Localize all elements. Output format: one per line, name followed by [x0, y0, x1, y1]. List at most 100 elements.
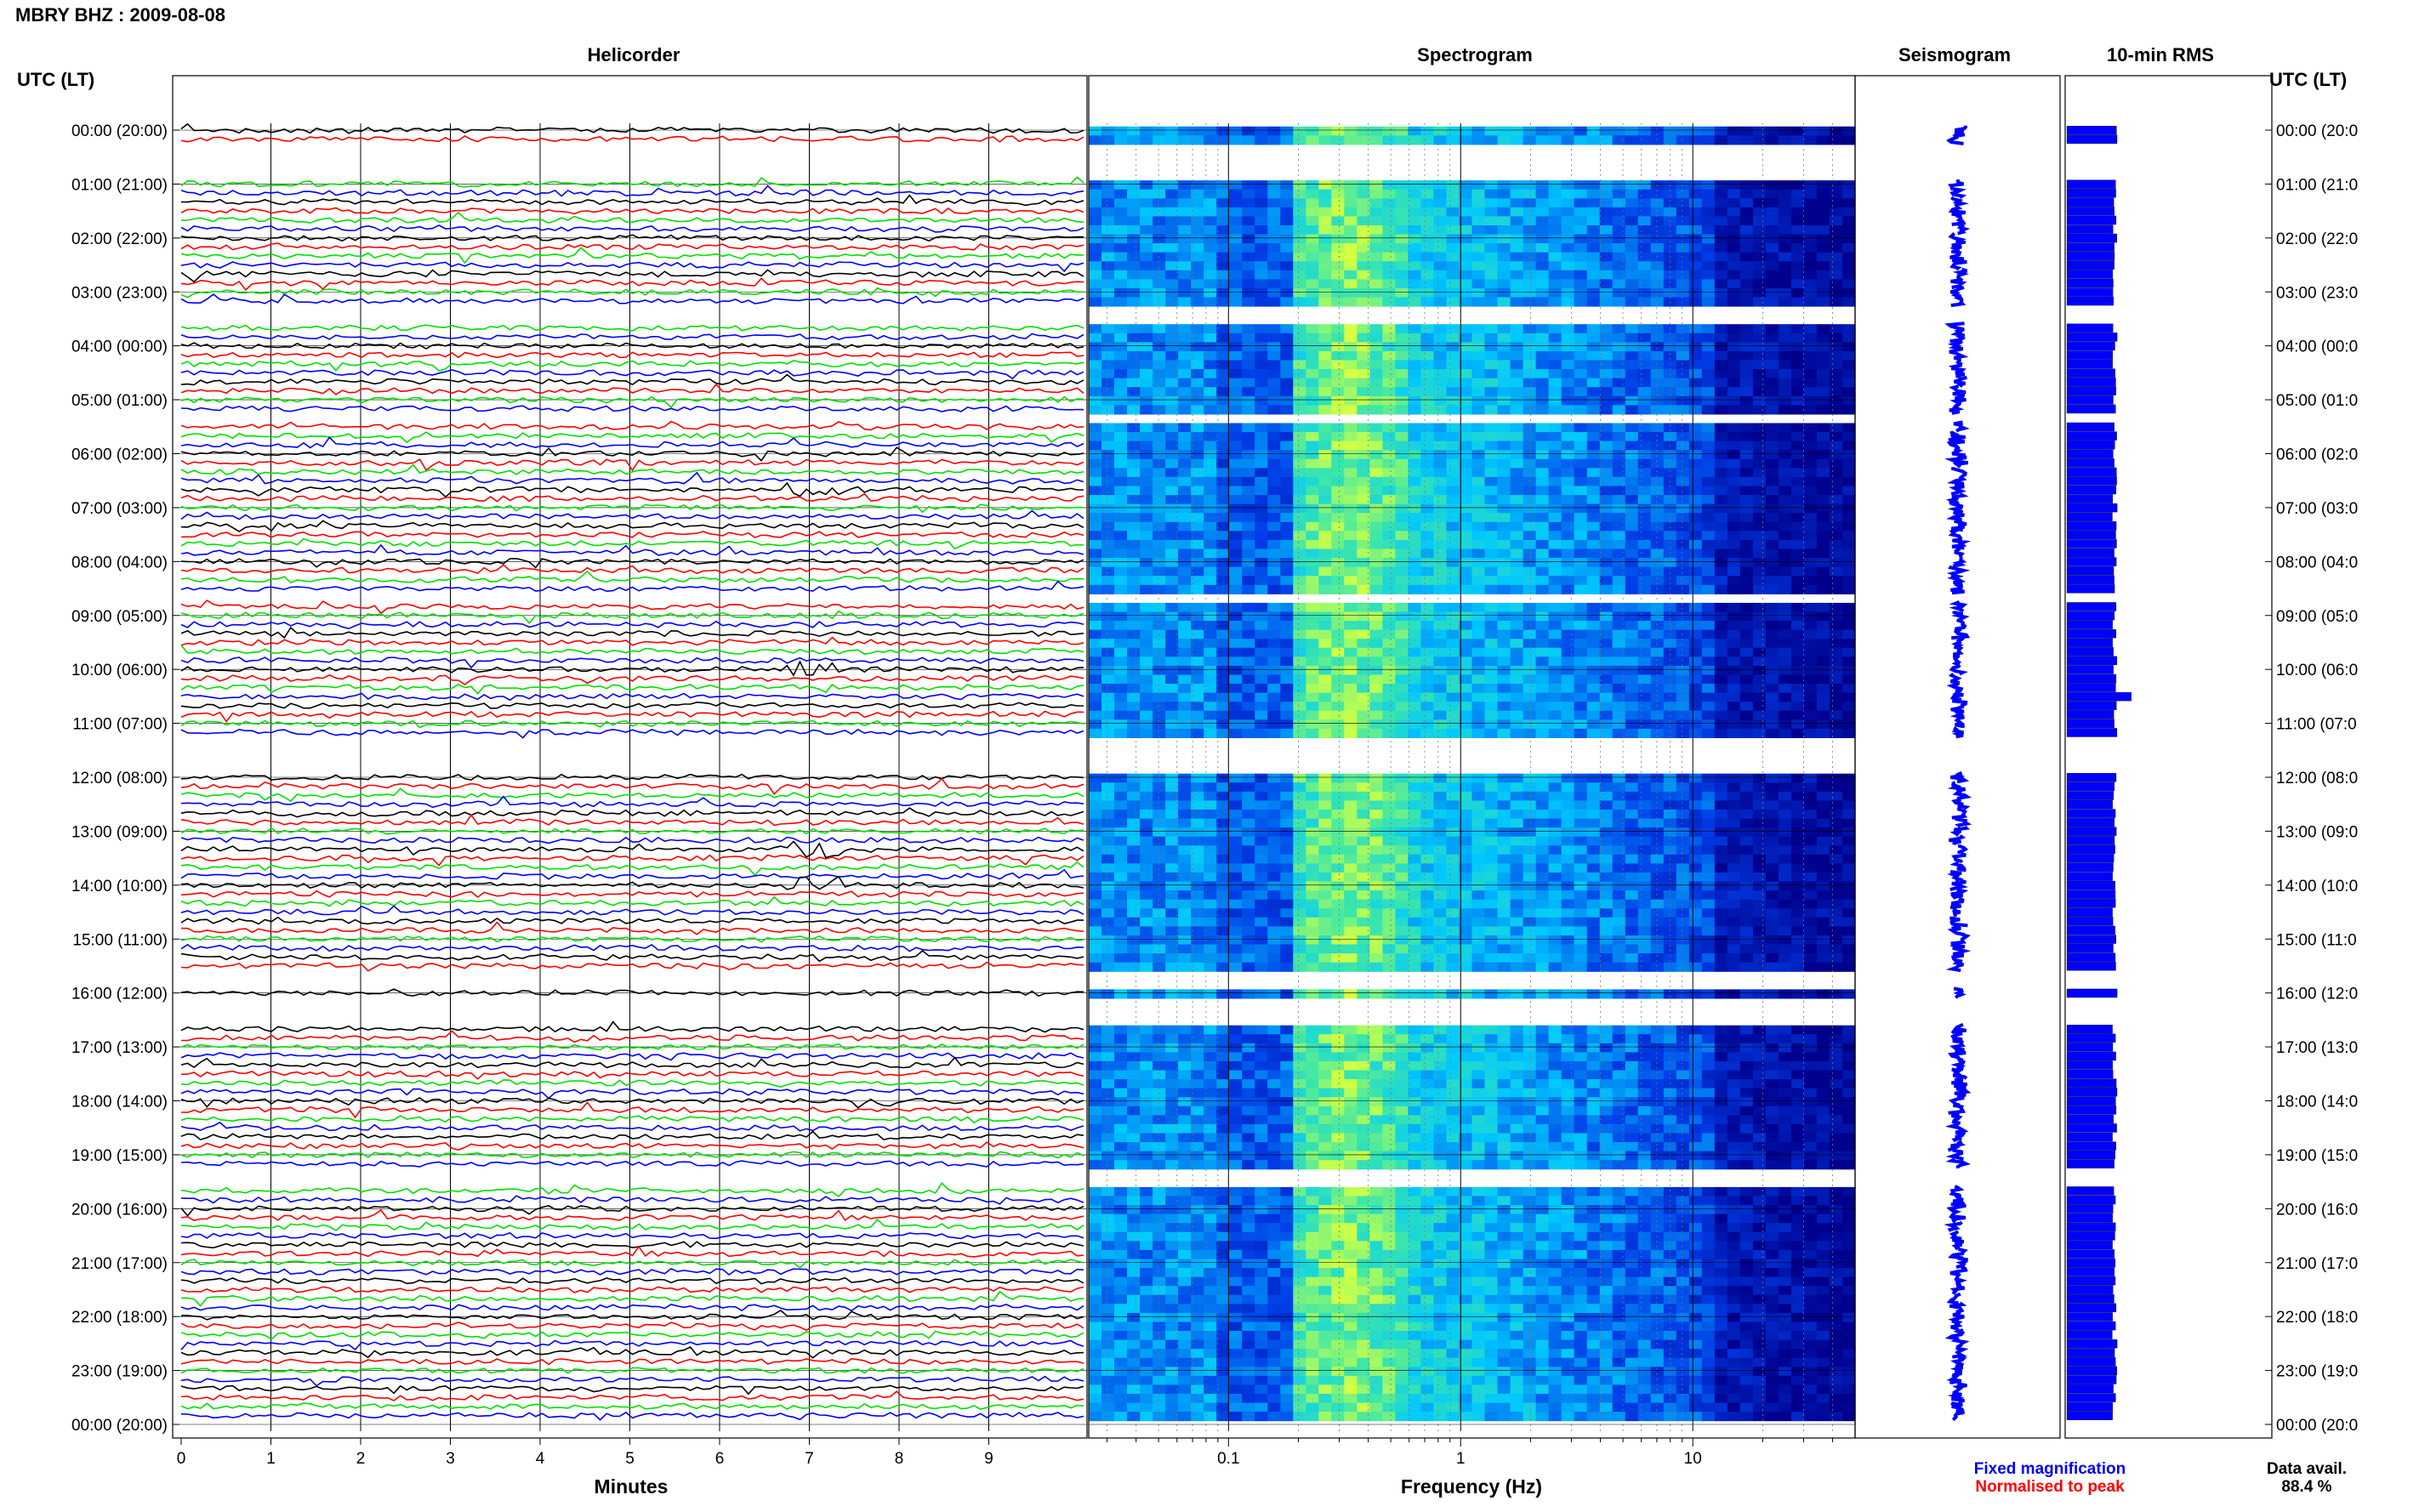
spectrogram-cell — [1229, 378, 1243, 388]
spectrogram-cell — [1637, 818, 1652, 828]
spectrogram-cell — [1548, 135, 1562, 145]
spectrogram-cell — [1765, 782, 1779, 793]
spectrogram-cell — [1625, 468, 1639, 478]
spectrogram-cell — [1830, 810, 1843, 820]
spectrogram-cell — [1127, 513, 1141, 523]
spectrogram-cell — [1727, 827, 1741, 838]
spectrogram-cell — [1318, 531, 1332, 541]
spectrogram-cell — [1663, 450, 1677, 460]
spectrogram-cell — [1650, 360, 1665, 370]
spectrogram-cell — [1816, 458, 1830, 469]
spectrogram-cell — [1382, 503, 1396, 514]
spectrogram-cell — [1688, 531, 1703, 541]
spectrogram-cell — [1369, 207, 1383, 217]
spectrogram-cell — [1101, 243, 1115, 253]
spectrogram-cell — [1471, 818, 1486, 828]
spectrogram-cell — [1650, 719, 1665, 730]
spectrogram-cell — [1331, 810, 1345, 820]
spectrogram-cell — [1688, 639, 1703, 649]
spectrogram-cell — [1830, 270, 1843, 280]
spectrogram-cell — [1599, 899, 1614, 909]
spectrogram-cell — [1318, 782, 1332, 793]
spectrogram-cell — [1676, 549, 1690, 559]
spectrogram-cell — [1561, 854, 1575, 864]
spectrogram-cell — [1510, 234, 1524, 244]
spectrogram-cell — [1523, 423, 1537, 433]
spectrogram-cell — [1510, 378, 1524, 388]
spectrogram-cell — [1727, 773, 1741, 783]
spectrogram-cell — [1816, 405, 1830, 415]
spectrogram-cell — [1676, 539, 1690, 549]
spectrogram-cell — [1357, 297, 1370, 307]
spectrogram-cell — [1089, 234, 1102, 244]
spectrogram-cell — [1267, 854, 1281, 864]
spectrogram-cell — [1255, 836, 1268, 846]
spectrogram-cell — [1765, 261, 1779, 271]
spectrogram-cell — [1420, 558, 1434, 568]
spectrogram-cell — [1612, 495, 1626, 505]
spectrogram-cell — [1484, 369, 1499, 379]
spectrogram-cell — [1714, 899, 1728, 909]
spectrogram-cell — [1523, 531, 1537, 541]
spectrogram-cell — [1293, 863, 1306, 873]
spectrogram-cell — [1625, 863, 1639, 873]
spectrogram-cell — [1216, 450, 1230, 460]
spectrogram-cell — [1574, 899, 1588, 909]
spectrogram-cell — [1484, 387, 1499, 397]
spectrogram-cell — [1204, 611, 1217, 622]
spectrogram-cell — [1510, 387, 1524, 397]
spectrogram-cell — [1255, 810, 1268, 820]
spectrogram-cell — [1255, 503, 1268, 514]
spectrogram-cell — [1446, 665, 1460, 675]
spectrogram-cell — [1830, 225, 1843, 236]
spectrogram-cell — [1523, 647, 1537, 657]
spectrogram-cell — [1765, 270, 1779, 280]
spectrogram-cell — [1523, 126, 1537, 136]
spectrogram-cell — [1739, 503, 1754, 514]
spectrogram-cell — [1663, 917, 1677, 927]
spectrogram-cell — [1140, 953, 1153, 963]
spectrogram-cell — [1280, 684, 1294, 694]
helicorder-trace-line — [180, 692, 1084, 702]
spectrogram-cell — [1101, 773, 1115, 783]
spectrogram-cell — [1255, 395, 1268, 406]
spectrogram-cell — [1216, 503, 1230, 514]
spectrogram-cell — [1803, 944, 1818, 954]
spectrogram-cell — [1574, 351, 1588, 361]
spectrogram-cell — [1165, 513, 1179, 523]
spectrogram-cell — [1140, 908, 1153, 918]
spectrogram-cell — [1663, 423, 1677, 433]
spectrogram-cell — [1676, 827, 1690, 838]
spectrogram-cell — [1612, 351, 1626, 361]
spectrogram-cell — [1535, 854, 1550, 864]
spectrogram-cell — [1153, 935, 1166, 946]
spectrogram-cell — [1561, 207, 1575, 217]
spectrogram-cell — [1612, 539, 1626, 549]
spectrogram-cell — [1229, 639, 1243, 649]
spectrogram-cell — [1433, 395, 1448, 406]
spectrogram-cell — [1280, 225, 1294, 236]
spectrogram-cell — [1165, 342, 1179, 352]
spectrogram-cell — [1255, 135, 1268, 145]
spectrogram-cell — [1101, 207, 1115, 217]
spectrogram-cell — [1676, 513, 1690, 523]
spectrogram-cell — [1574, 180, 1588, 190]
spectrogram-cell — [1420, 665, 1434, 675]
helicorder-trace-line — [180, 492, 1084, 503]
spectrogram-cell — [1599, 566, 1614, 577]
spectrogram-cell — [1408, 243, 1421, 253]
spectrogram-cell — [1778, 917, 1792, 927]
spectrogram-cell — [1688, 818, 1703, 828]
spectrogram-cell — [1612, 198, 1626, 208]
spectrogram-cell — [1637, 863, 1652, 873]
spectrogram-cell — [1408, 279, 1421, 289]
spectrogram-cell — [1382, 873, 1396, 883]
spectrogram-cell — [1229, 558, 1243, 568]
spectrogram-cell — [1739, 602, 1754, 612]
spectrogram-cell — [1778, 773, 1792, 783]
spectrogram-cell — [1676, 684, 1690, 694]
spectrogram-cell — [1255, 360, 1268, 370]
spectrogram-cell — [1676, 288, 1690, 298]
spectrogram-cell — [1433, 468, 1448, 478]
spectrogram-cell — [1701, 873, 1716, 883]
